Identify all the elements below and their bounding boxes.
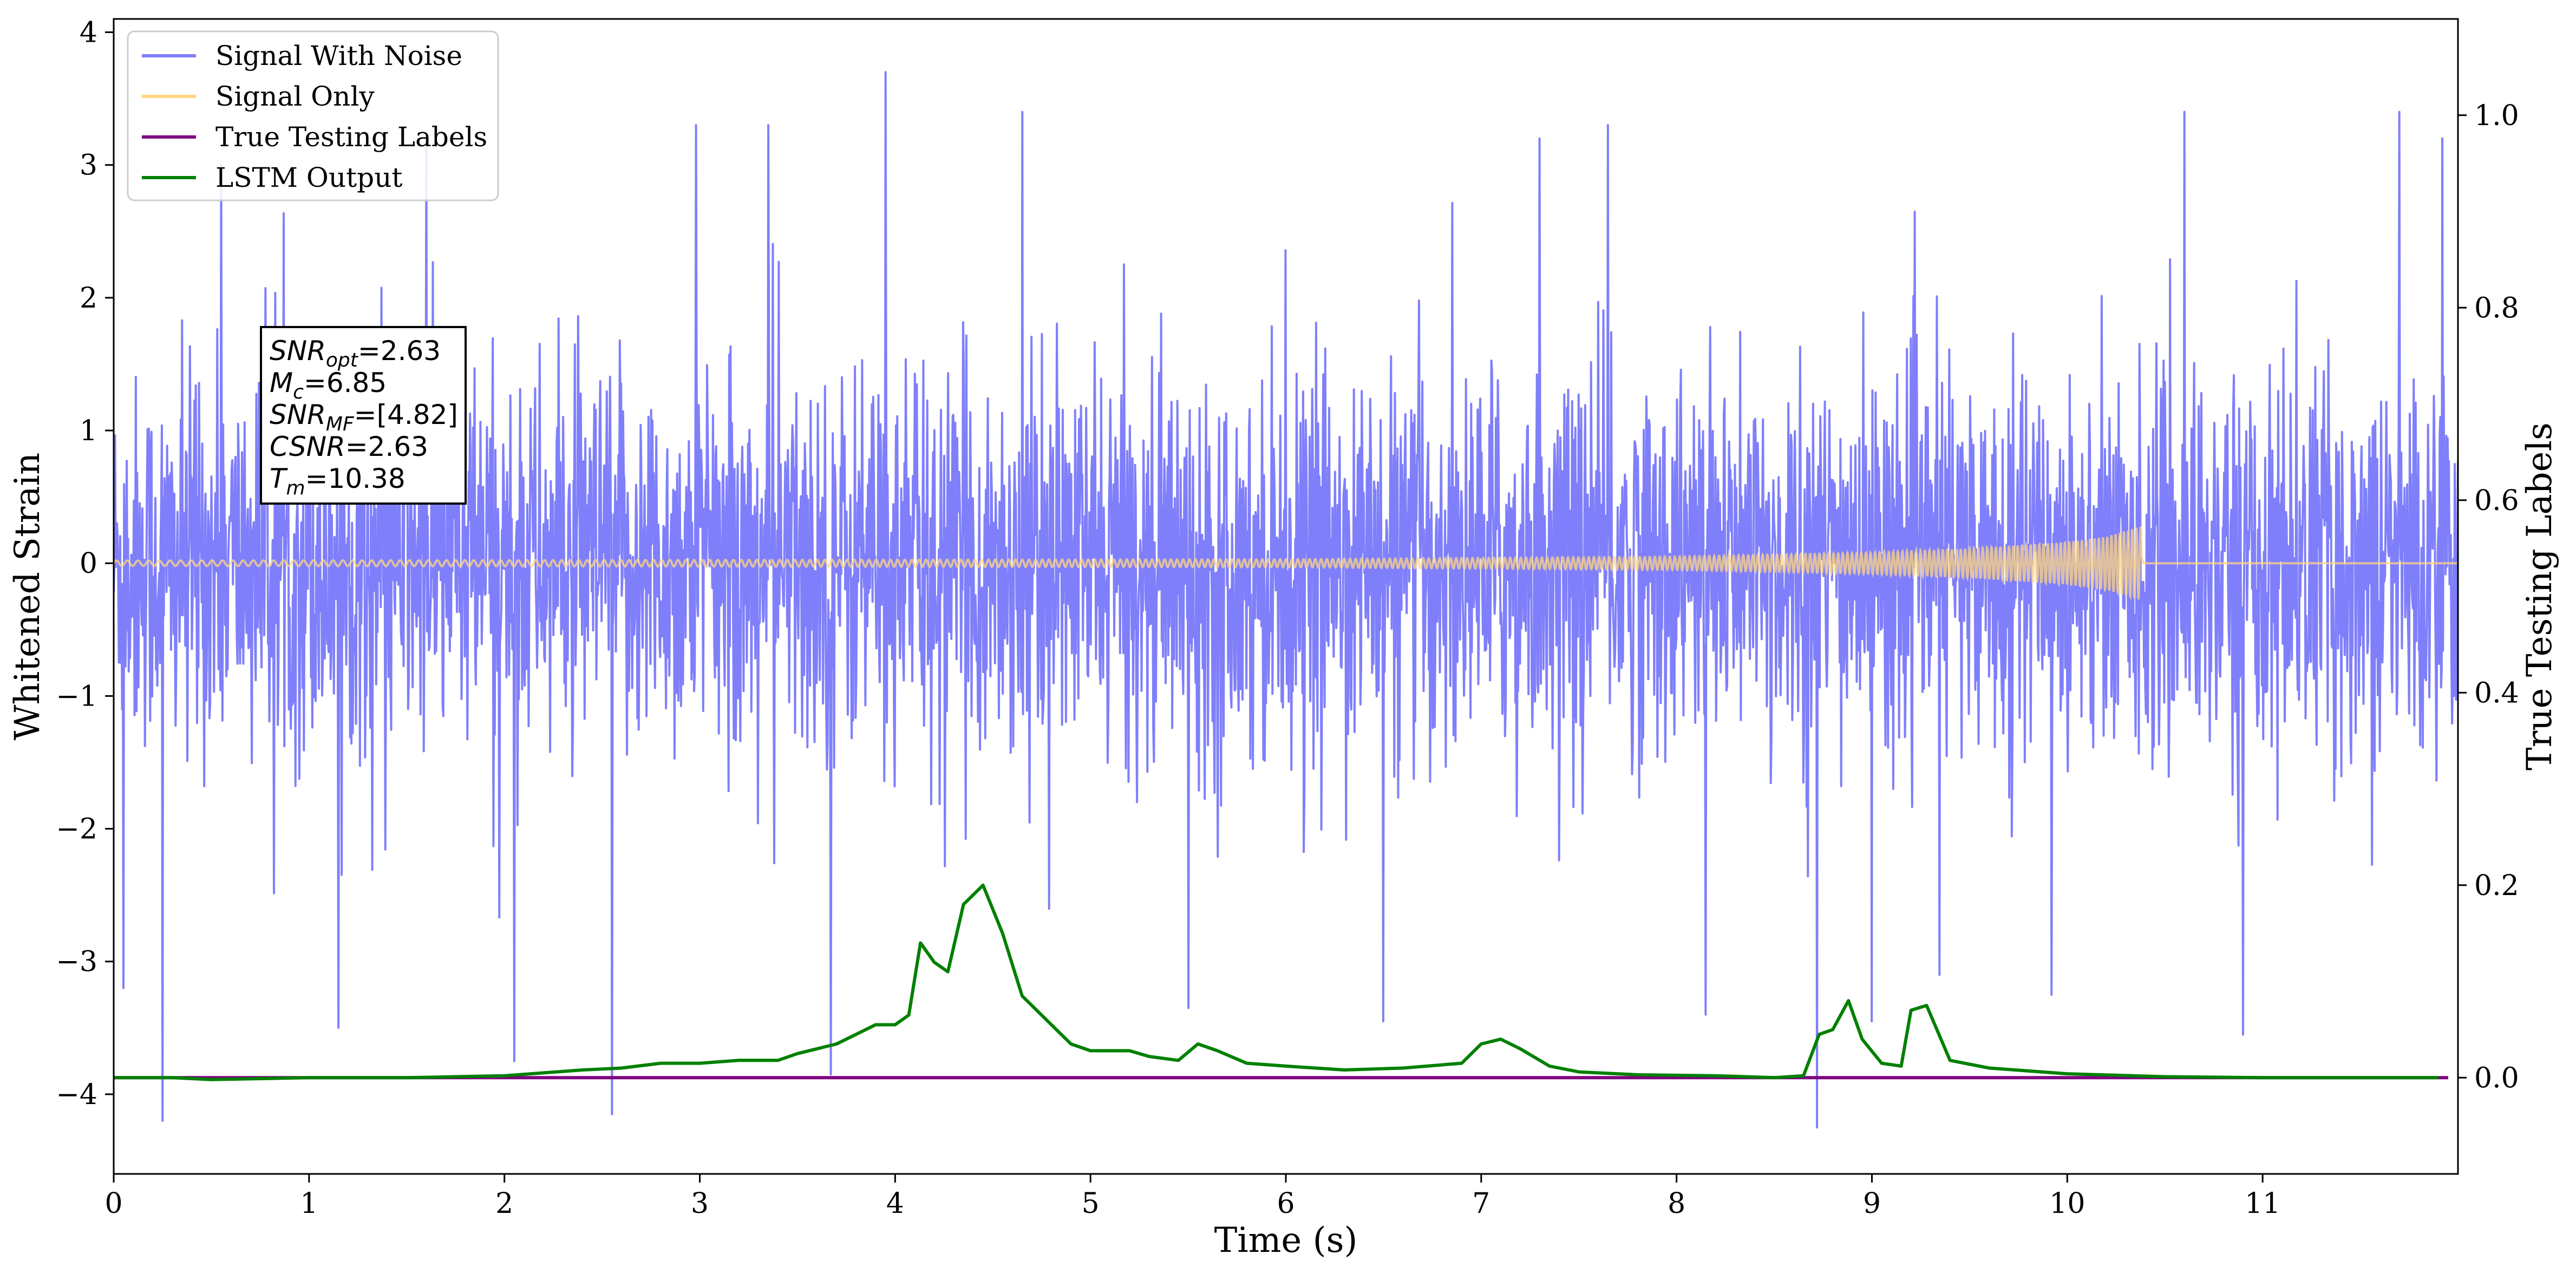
legend-entry: Signal With Noise: [215, 40, 462, 71]
x-tick-label: 0: [104, 1187, 122, 1220]
annotation-box: SNRopt=2.63Mc=6.85SNRMF=[4.82]CSNR=2.63T…: [260, 326, 467, 505]
y-tick-label-right: 0.4: [2474, 677, 2519, 709]
y-tick-label-right: 0.6: [2474, 485, 2519, 517]
annotation-line: SNRopt=2.63: [270, 335, 441, 371]
y-axis-label-left: Whitened Strain: [8, 453, 48, 740]
x-tick-label: 5: [1082, 1187, 1100, 1220]
y-tick-label-left: 1: [80, 415, 97, 447]
annotation-frame: [260, 326, 467, 505]
y-tick-label-right: 0.0: [2474, 1062, 2519, 1094]
y-tick-label-left: 2: [80, 282, 97, 315]
legend: Signal With Noise Signal Only True Testing…: [127, 30, 499, 201]
annotation-line: CSNR=2.63: [270, 431, 428, 462]
x-tick-label: 8: [1668, 1187, 1685, 1220]
x-tick-label: 7: [1472, 1187, 1490, 1220]
legend-frame: [127, 30, 499, 201]
x-tick-label: 11: [2245, 1187, 2280, 1220]
y-tick-label-left: −4: [56, 1079, 97, 1111]
y-tick-label-right: 0.2: [2474, 870, 2519, 902]
y-tick-label-left: −3: [56, 946, 97, 978]
y-tick-label-left: 3: [80, 149, 97, 182]
series-signal-with-noise: [114, 71, 2458, 1129]
y-tick-label-left: 0: [80, 547, 97, 580]
annotation-line: Mc=6.85: [270, 367, 387, 403]
series-lstm-output: [114, 883, 2438, 1081]
x-tick-label: 10: [2049, 1187, 2085, 1220]
series-signal-only: [114, 526, 2458, 600]
x-tick-label: 3: [691, 1187, 709, 1220]
x-tick-label: 2: [495, 1187, 513, 1220]
y-tick-label-left: −2: [56, 813, 97, 846]
legend-entry: Signal Only: [215, 81, 375, 112]
y-tick-label-left: 4: [80, 17, 97, 49]
y-tick-label-right: 0.8: [2474, 292, 2519, 324]
x-axis-label: Time (s): [1214, 1220, 1358, 1261]
annotation-line: Tm=10.38: [270, 463, 406, 499]
y-tick-label-right: 1.0: [2474, 100, 2519, 132]
x-tick-label: 4: [886, 1187, 904, 1220]
y-axis-label-right: True Testing Labels: [2520, 422, 2560, 771]
legend-entry: True Testing Labels: [215, 121, 487, 153]
y-tick-label-left: −1: [56, 680, 97, 713]
legend-entry: LSTM Output: [215, 162, 402, 193]
axes: 0 1 2 3 4 5 6 7 8 9 10 11 −4 −3 −2 −1 0 1 2 3 4 0.0 0.2 0.4 0.6 0…: [8, 17, 2560, 1261]
x-tick-label: 1: [300, 1187, 318, 1220]
plot-area: [114, 71, 2458, 1129]
x-tick-label: 9: [1863, 1187, 1881, 1220]
x-tick-label: 6: [1277, 1187, 1294, 1220]
annotation-line: SNRMF=[4.82]: [270, 399, 458, 435]
